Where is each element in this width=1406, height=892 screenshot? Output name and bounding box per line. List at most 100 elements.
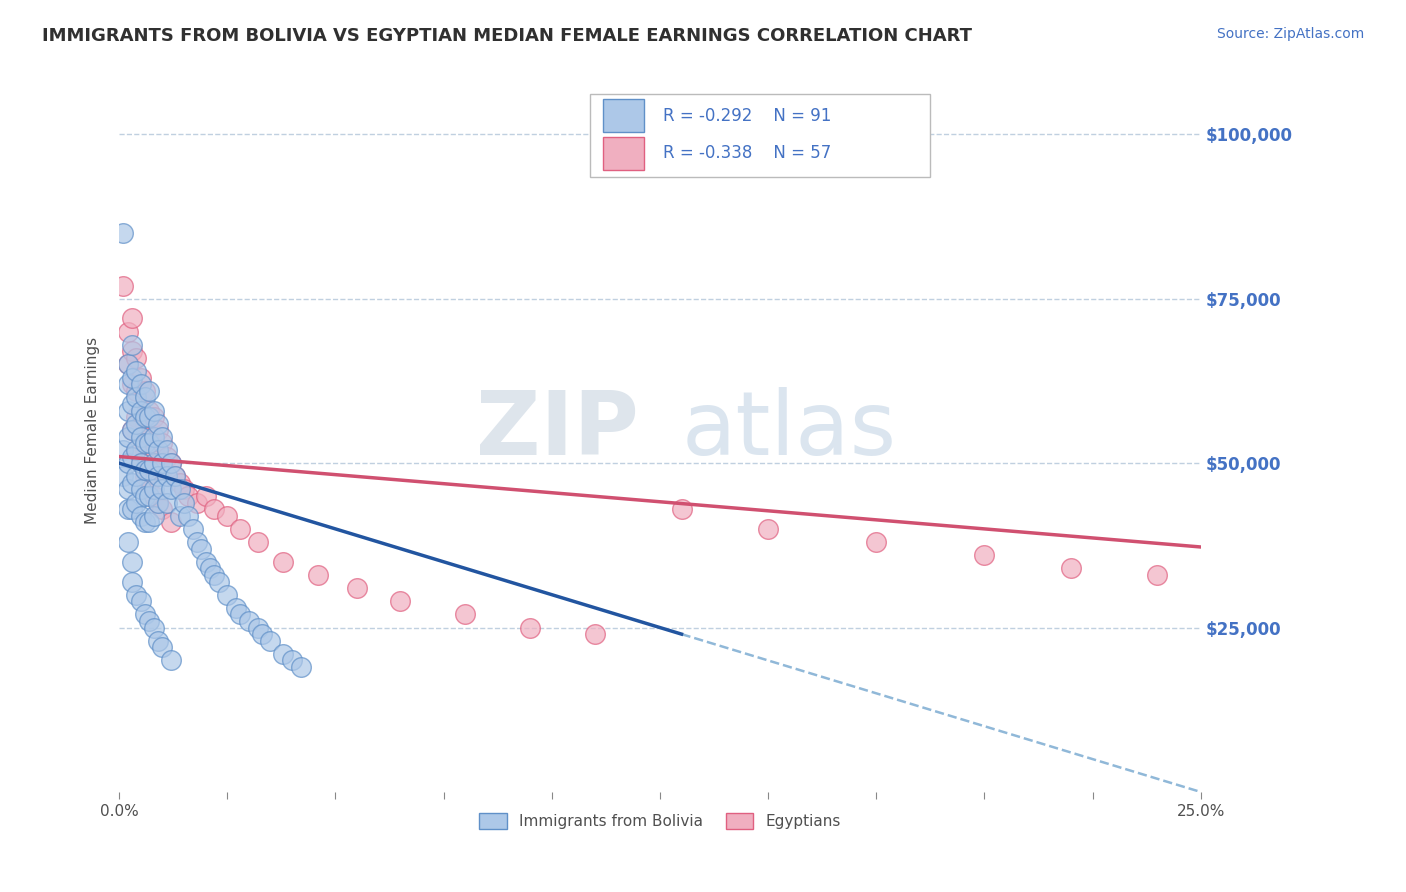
Point: [169, 483, 191, 497]
Y-axis label: Median Female Earnings: Median Female Earnings: [86, 336, 100, 524]
Point: [177, 489, 200, 503]
Point: [134, 384, 156, 398]
Text: IMMIGRANTS FROM BOLIVIA VS EGYPTIAN MEDIAN FEMALE EARNINGS CORRELATION CHART: IMMIGRANTS FROM BOLIVIA VS EGYPTIAN MEDI…: [42, 27, 972, 45]
Point: [138, 403, 160, 417]
Point: [129, 508, 152, 523]
Point: [138, 384, 160, 398]
Point: [346, 581, 368, 595]
Point: [125, 495, 148, 509]
Text: atlas: atlas: [682, 387, 897, 474]
Point: [973, 548, 995, 562]
Point: [134, 463, 156, 477]
Point: [146, 495, 169, 509]
Point: [138, 410, 160, 425]
Point: [142, 442, 165, 457]
Point: [217, 588, 239, 602]
Point: [125, 410, 148, 425]
Point: [121, 397, 143, 411]
Point: [246, 535, 269, 549]
Point: [146, 423, 169, 437]
Point: [121, 450, 143, 464]
Point: [117, 403, 139, 417]
Point: [125, 390, 148, 404]
Point: [246, 621, 269, 635]
Point: [160, 456, 183, 470]
Point: [186, 495, 208, 509]
Point: [146, 633, 169, 648]
Point: [150, 640, 173, 655]
Point: [229, 522, 252, 536]
Point: [129, 430, 152, 444]
Point: [142, 403, 165, 417]
Point: [121, 370, 143, 384]
Point: [307, 568, 329, 582]
Point: [186, 535, 208, 549]
Point: [217, 508, 239, 523]
Point: [156, 442, 179, 457]
Point: [156, 469, 179, 483]
Point: [146, 417, 169, 431]
Point: [519, 621, 541, 635]
Point: [142, 508, 165, 523]
Point: [160, 483, 183, 497]
Point: [121, 502, 143, 516]
Point: [129, 594, 152, 608]
Point: [150, 463, 173, 477]
Point: [150, 502, 173, 516]
Bar: [603, 99, 644, 132]
Point: [150, 483, 173, 497]
Point: [146, 495, 169, 509]
Point: [150, 436, 173, 450]
Point: [281, 653, 304, 667]
Point: [121, 337, 143, 351]
Point: [125, 351, 148, 365]
Point: [238, 614, 260, 628]
Point: [117, 456, 139, 470]
Point: [134, 489, 156, 503]
Point: [129, 483, 152, 497]
Point: [169, 475, 191, 490]
Point: [134, 607, 156, 622]
Point: [142, 456, 165, 470]
Point: [138, 463, 160, 477]
Point: [129, 377, 152, 392]
Point: [173, 495, 195, 509]
Point: [160, 456, 183, 470]
Point: [389, 594, 412, 608]
Point: [125, 442, 148, 457]
Point: [173, 483, 195, 497]
Text: ZIP: ZIP: [475, 387, 638, 474]
Point: [225, 600, 247, 615]
Point: [169, 508, 191, 523]
Point: [160, 653, 183, 667]
Point: [112, 442, 135, 457]
Point: [134, 417, 156, 431]
Text: R = -0.338    N = 57: R = -0.338 N = 57: [664, 145, 831, 162]
Point: [156, 450, 179, 464]
Point: [117, 358, 139, 372]
Point: [134, 442, 156, 457]
Point: [129, 403, 152, 417]
Point: [138, 430, 160, 444]
Point: [202, 568, 225, 582]
Point: [121, 344, 143, 359]
Point: [125, 469, 148, 483]
Point: [198, 561, 221, 575]
Point: [121, 423, 143, 437]
Point: [160, 516, 183, 530]
Point: [756, 522, 779, 536]
Point: [165, 469, 187, 483]
Point: [125, 588, 148, 602]
Point: [121, 475, 143, 490]
Point: [671, 502, 693, 516]
Point: [138, 489, 160, 503]
Point: [129, 403, 152, 417]
Point: [121, 574, 143, 589]
Point: [138, 475, 160, 490]
Point: [117, 535, 139, 549]
Point: [117, 502, 139, 516]
Point: [146, 456, 169, 470]
Point: [134, 436, 156, 450]
Point: [454, 607, 477, 622]
Point: [125, 442, 148, 457]
